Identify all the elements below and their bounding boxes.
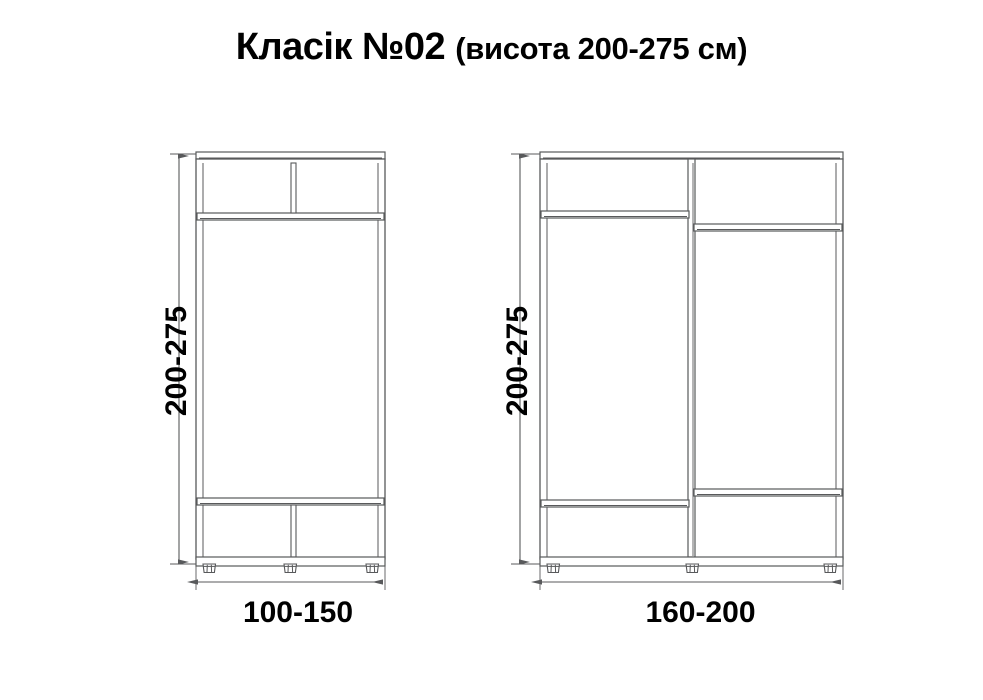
right-left-column-lower-shelf: [540, 499, 690, 508]
left-bottom-divider: [290, 504, 297, 558]
right-foot-2: [685, 563, 700, 574]
right-right-column-lower-shelf: [693, 488, 843, 497]
right-left-column-upper-shelf: [540, 210, 690, 219]
left-height-label: 200-275: [160, 305, 193, 417]
left-height-dimension: [170, 153, 196, 565]
left-upper-shelf: [196, 212, 385, 221]
page-title-main: Класік №02: [235, 26, 446, 68]
right-width-dimension: [531, 566, 844, 590]
right-center-divider: [687, 158, 696, 558]
page-title-parenthetical: (висота 200-275 см): [455, 31, 748, 66]
left-top-divider: [290, 162, 297, 214]
left-foot-2: [283, 563, 298, 574]
right-right-column-upper-shelf: [693, 223, 843, 232]
page-title: Класік №02 (висота 200-275 см): [0, 26, 983, 69]
right-top-panel: [539, 151, 844, 160]
right-foot-3: [823, 563, 838, 574]
right-height-label: 200-275: [501, 305, 534, 417]
right-width-label: 160-200: [645, 596, 756, 629]
right-foot-1: [546, 563, 561, 574]
left-width-dimension: [187, 566, 386, 590]
left-foot-3: [365, 563, 380, 574]
left-width-label: 100-150: [242, 596, 354, 629]
left-lower-shelf: [196, 497, 385, 506]
right-wardrobe-group: [511, 151, 844, 590]
left-wardrobe-group: [170, 151, 386, 590]
right-height-dimension: [511, 153, 540, 565]
left-carcass-outline: [195, 158, 386, 560]
left-top-panel: [195, 151, 386, 160]
left-foot-1: [202, 563, 217, 574]
